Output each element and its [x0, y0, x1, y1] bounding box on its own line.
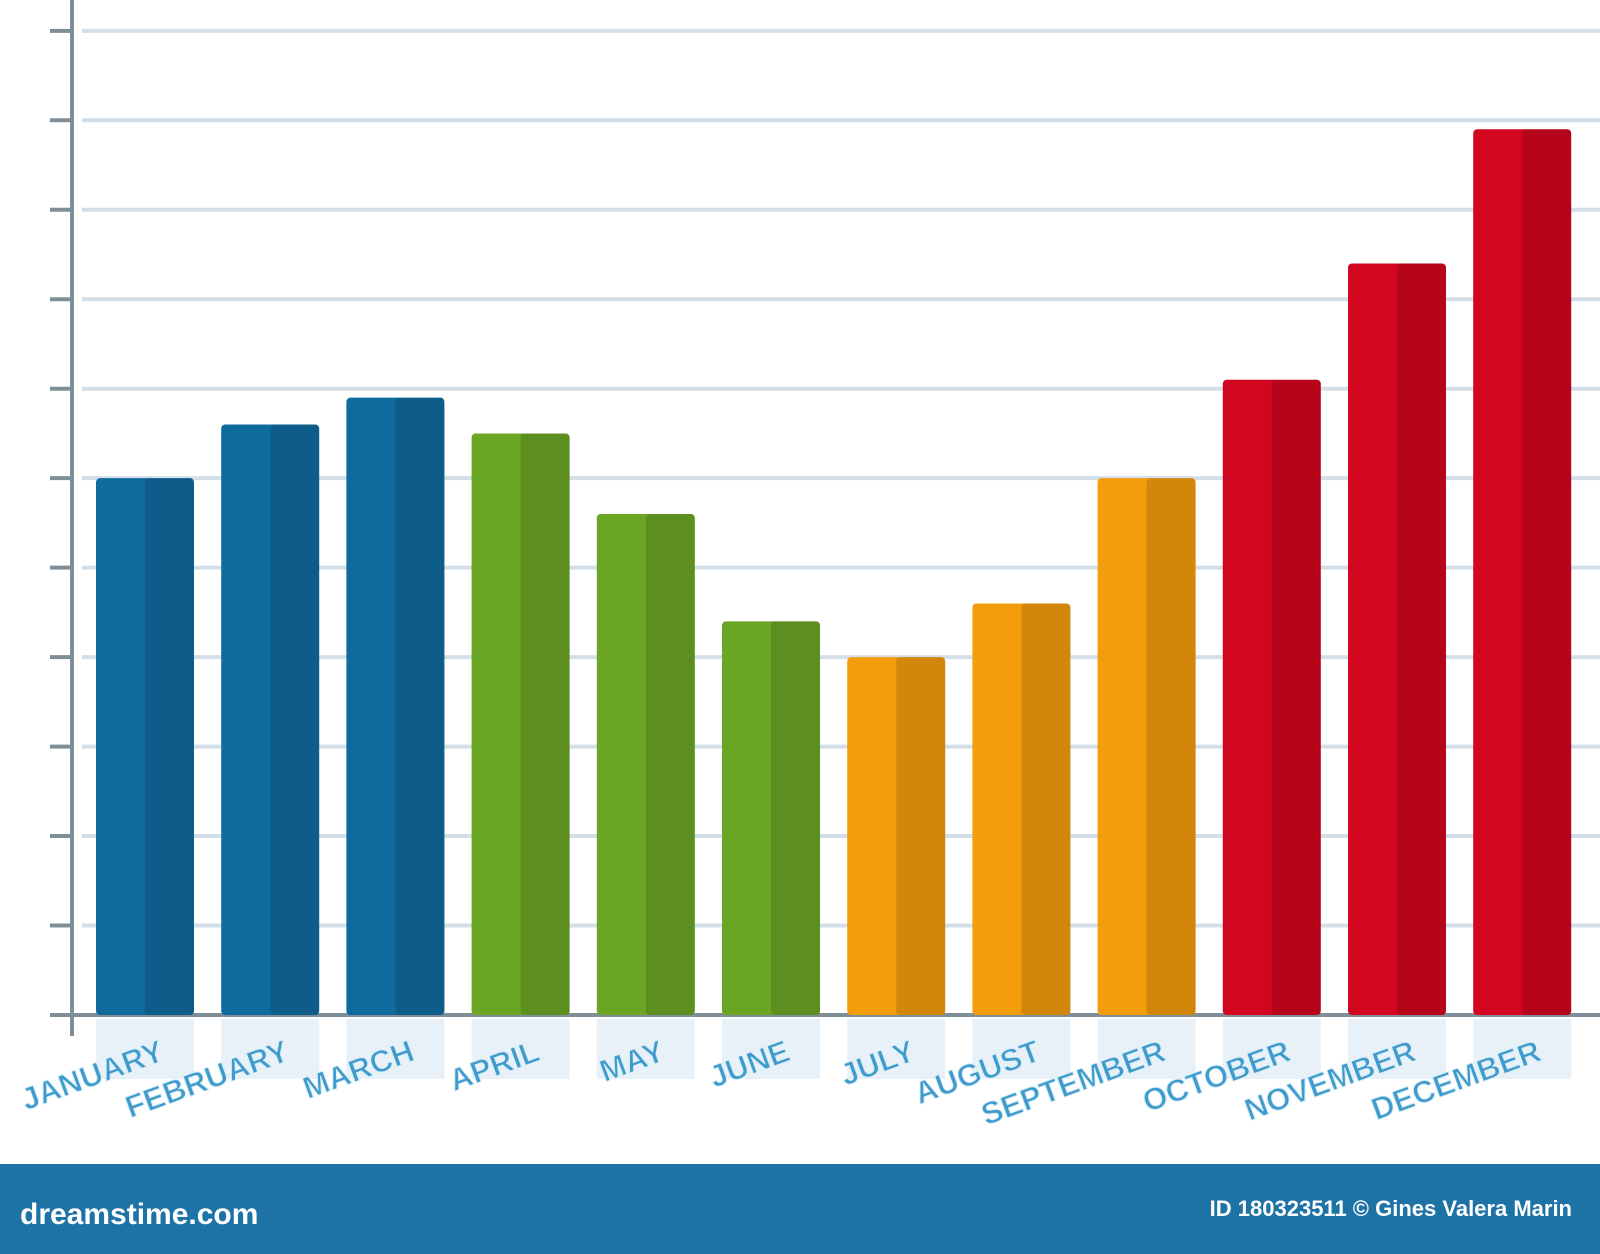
bar	[847, 657, 946, 1015]
bar	[1348, 263, 1446, 1015]
bar-reflection	[471, 1019, 570, 1079]
bar-reflection	[346, 1019, 445, 1079]
bar-shade	[395, 397, 445, 1016]
bar-shade	[520, 433, 570, 1016]
bar	[1473, 129, 1572, 1015]
bar-reflection	[722, 1019, 820, 1079]
bar-shade	[145, 478, 194, 1015]
bar-reflection	[1222, 1019, 1321, 1079]
footer-site: dreamstime.com	[20, 1198, 258, 1231]
bar-shade	[1397, 263, 1446, 1015]
bar-shade	[1271, 379, 1321, 1015]
bar	[1222, 379, 1321, 1015]
bar	[972, 603, 1071, 1015]
bar-reflection	[1473, 1019, 1572, 1079]
bar	[346, 397, 445, 1016]
bar-shade	[1522, 129, 1572, 1015]
bar	[471, 433, 570, 1016]
footer-credit: ID 180323511 © Gines Valera Marin	[1210, 1196, 1572, 1221]
bar-reflection	[596, 1019, 695, 1079]
footer-band	[0, 1164, 1600, 1254]
bar-reflection	[972, 1019, 1071, 1079]
bar-reflection	[96, 1019, 194, 1079]
bar-reflection	[1097, 1019, 1196, 1079]
bar-reflection	[1348, 1019, 1446, 1079]
bar-shade	[896, 657, 946, 1015]
bar	[722, 621, 820, 1015]
bar-shade	[645, 513, 695, 1015]
bar-shade	[1021, 603, 1071, 1015]
bar	[1097, 478, 1196, 1015]
bar-shade	[1146, 478, 1196, 1015]
bar-shade	[771, 621, 820, 1015]
bar-shade	[270, 424, 320, 1016]
bar	[596, 513, 695, 1015]
bar-reflection	[847, 1019, 946, 1079]
bar	[221, 424, 320, 1016]
bar	[96, 478, 194, 1015]
bar-reflection	[221, 1019, 320, 1079]
